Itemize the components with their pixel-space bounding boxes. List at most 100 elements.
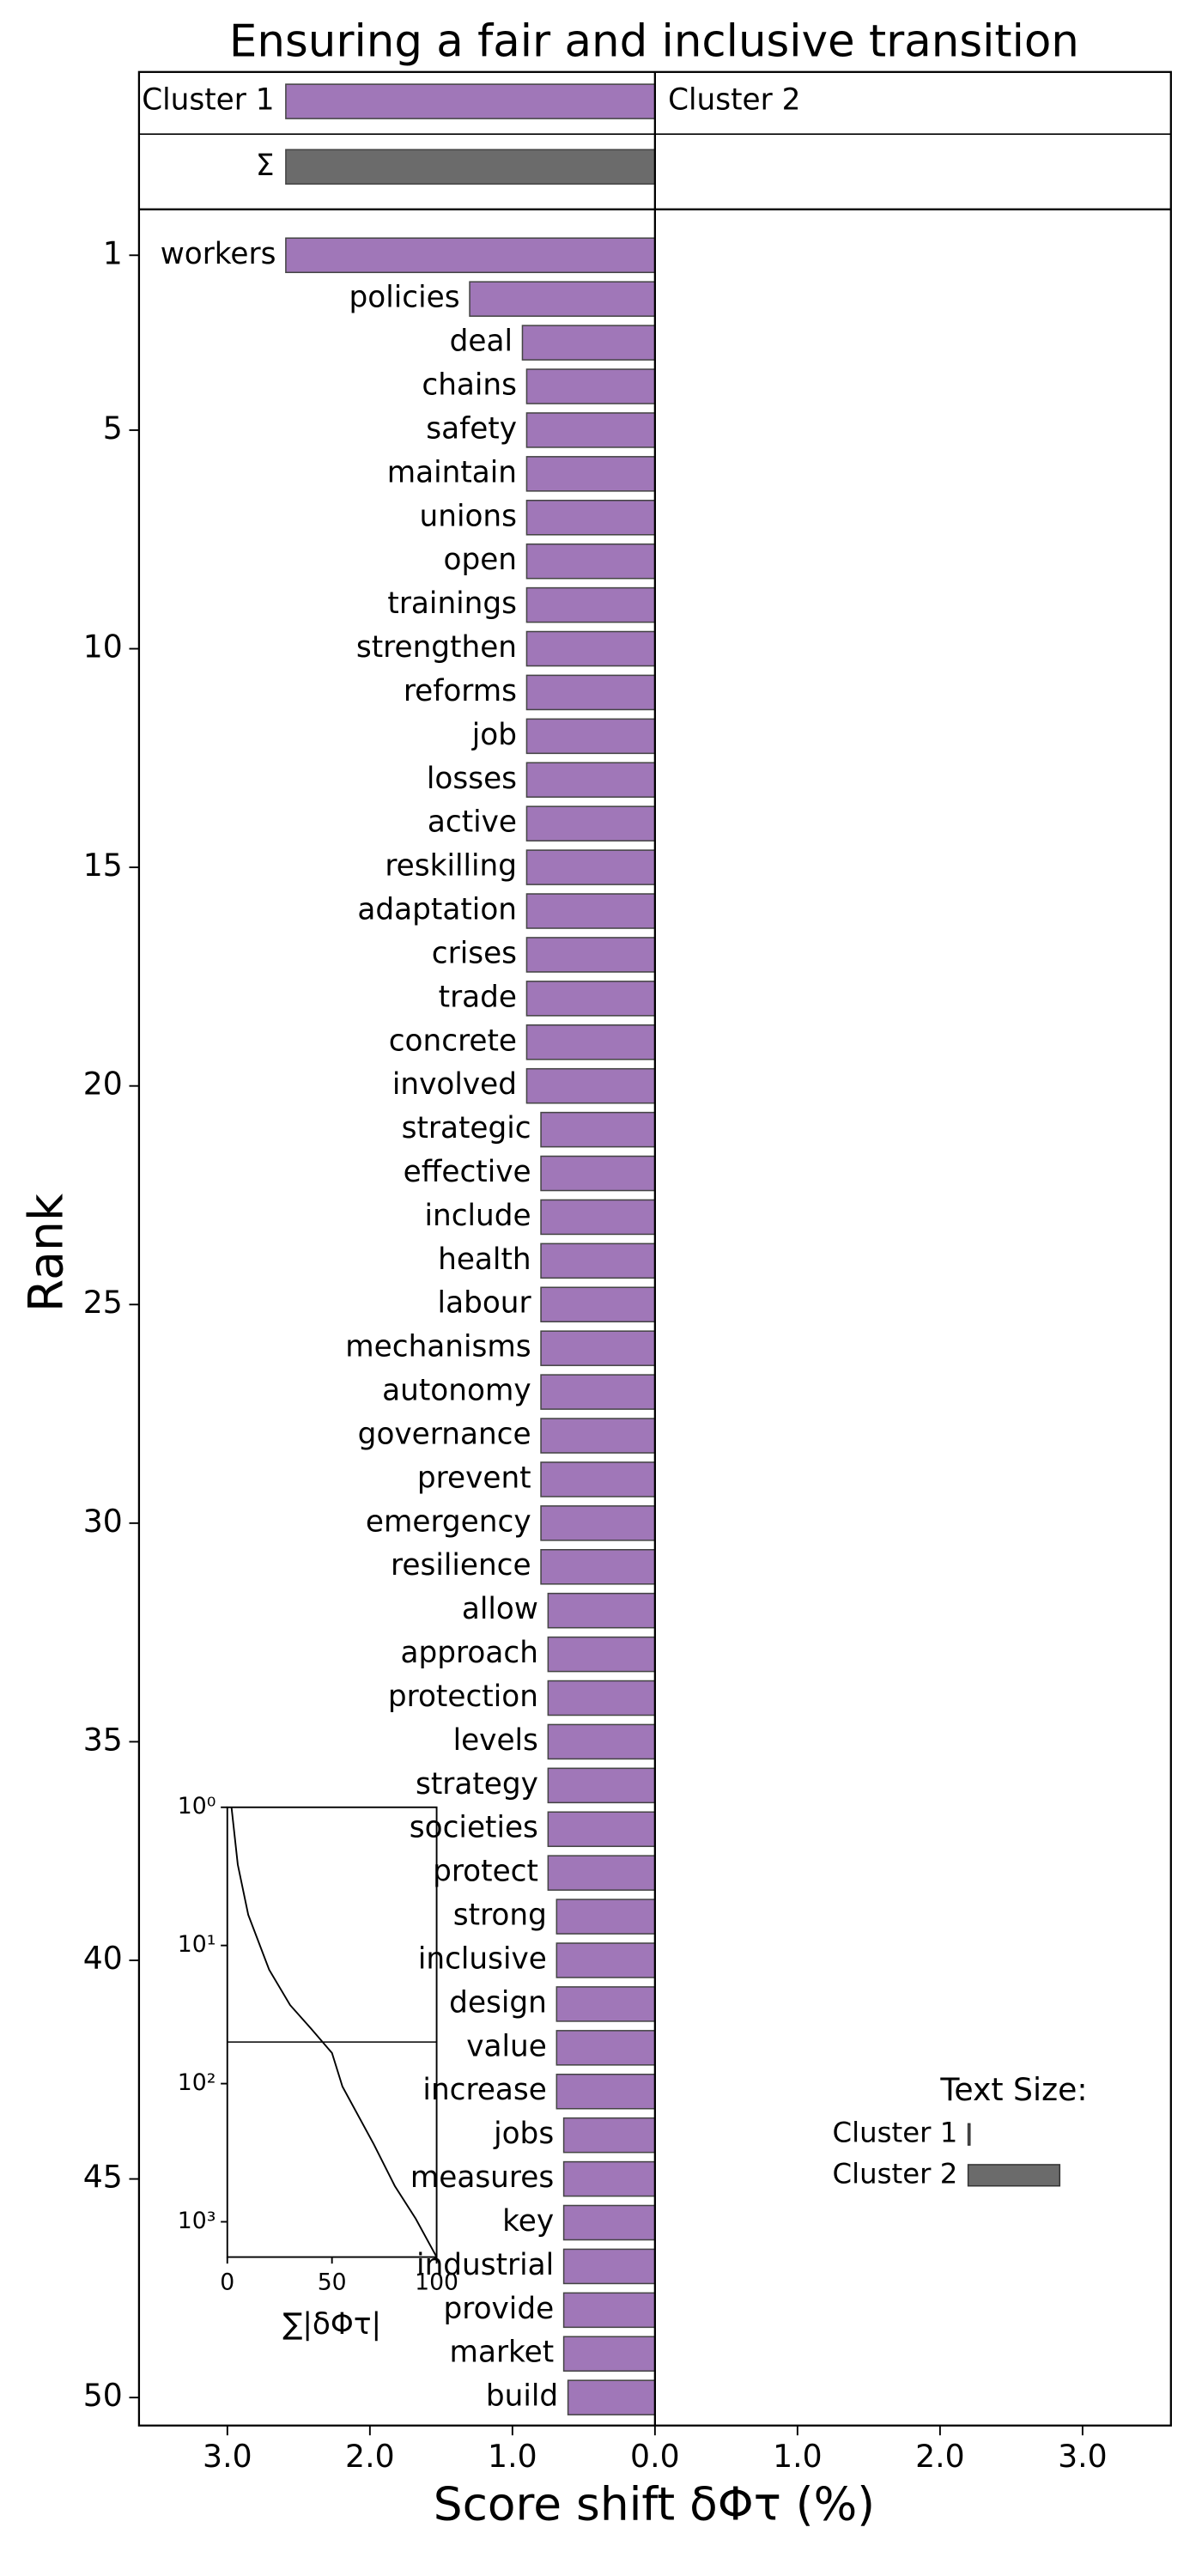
- legend-bar: [967, 2123, 971, 2146]
- bar: [525, 368, 656, 404]
- bar: [547, 1811, 656, 1848]
- header-label: Cluster 1: [142, 83, 274, 118]
- word-label: strong: [453, 1899, 547, 1933]
- inset-y-tick-label: 10¹: [178, 1931, 216, 1958]
- bar: [562, 2336, 656, 2372]
- word-label: open: [444, 543, 518, 577]
- word-label: strategic: [402, 1111, 531, 1145]
- y-axis-label: Rank: [19, 1194, 74, 1312]
- inset-y-tick-label: 10⁰: [178, 1793, 216, 1820]
- x-tick-label: 2.0: [915, 2438, 965, 2475]
- bar: [525, 630, 656, 667]
- word-label: maintain: [387, 455, 517, 489]
- word-label: strategy: [416, 1767, 538, 1801]
- word-label: adaptation: [357, 893, 517, 927]
- inset-frame: [226, 1806, 438, 2258]
- y-tick-label: 10: [83, 629, 123, 665]
- word-label: health: [438, 1242, 531, 1277]
- bar: [525, 762, 656, 799]
- word-label: emergency: [366, 1504, 531, 1539]
- bar: [540, 1505, 656, 1541]
- bar: [562, 2204, 656, 2241]
- word-label: mechanisms: [345, 1330, 531, 1364]
- y-tick-label: 25: [83, 1284, 123, 1321]
- bar: [547, 1723, 656, 1760]
- bar: [562, 2117, 656, 2154]
- bar: [547, 1592, 656, 1629]
- bar: [540, 1374, 656, 1410]
- word-label: prevent: [417, 1461, 531, 1495]
- bar: [525, 456, 656, 492]
- bar: [525, 1067, 656, 1104]
- bar: [555, 2073, 656, 2110]
- word-label: market: [450, 2336, 555, 2370]
- word-label: resilience: [391, 1548, 531, 1583]
- bar: [285, 149, 656, 185]
- bar: [525, 500, 656, 536]
- y-tick-label: 30: [83, 1503, 123, 1540]
- bar: [540, 1461, 656, 1498]
- word-label: active: [428, 805, 517, 840]
- bar: [525, 981, 656, 1017]
- bar: [525, 674, 656, 711]
- bar: [525, 805, 656, 841]
- word-label: increase: [422, 2073, 546, 2107]
- bar: [525, 849, 656, 885]
- word-label: unions: [420, 499, 518, 533]
- y-tick-label: 45: [83, 2159, 123, 2196]
- bar: [540, 1242, 656, 1279]
- bar: [540, 1330, 656, 1366]
- bar: [521, 325, 656, 361]
- bar: [540, 1199, 656, 1236]
- bar: [555, 1942, 656, 1978]
- inset-x-label: ∑|δΦτ|: [282, 2307, 381, 2342]
- word-label: build: [486, 2379, 558, 2414]
- word-label: policies: [349, 281, 460, 315]
- bar: [525, 718, 656, 755]
- word-label: allow: [462, 1592, 538, 1626]
- word-label: design: [449, 1985, 547, 2020]
- bar: [547, 1680, 656, 1716]
- bar: [555, 1899, 656, 1935]
- bar: [540, 1286, 656, 1323]
- word-label: workers: [161, 237, 276, 271]
- x-axis-label: Score shift δΦτ (%): [434, 2477, 875, 2531]
- bar: [525, 937, 656, 973]
- bar: [547, 1636, 656, 1673]
- bar: [525, 586, 656, 623]
- bar: [555, 1986, 656, 2022]
- word-label: strengthen: [356, 630, 517, 665]
- inset-x-tick-label: 0: [220, 2269, 234, 2296]
- bar: [525, 1024, 656, 1060]
- word-label: protection: [388, 1680, 538, 1714]
- word-label: trade: [439, 980, 517, 1014]
- bar: [567, 2379, 656, 2415]
- legend-bar: [967, 2164, 1061, 2187]
- bar: [562, 2248, 656, 2285]
- word-label: protect: [433, 1855, 538, 1889]
- legend-title: Text Size:: [939, 2071, 1087, 2108]
- y-tick-label: 35: [83, 1721, 123, 1758]
- legend-label: Cluster 1: [833, 2117, 958, 2149]
- bar: [540, 1549, 656, 1585]
- sum-label: Σ: [256, 149, 275, 183]
- word-label: jobs: [493, 2117, 554, 2151]
- bar: [540, 1155, 656, 1192]
- inset-x-tick-label: 50: [318, 2269, 347, 2296]
- word-label: reforms: [404, 674, 517, 708]
- word-label: inclusive: [418, 1942, 547, 1977]
- word-label: safety: [426, 411, 517, 446]
- word-label: labour: [438, 1286, 532, 1321]
- chart-title: Ensuring a fair and inclusive transition: [229, 15, 1079, 67]
- word-label: provide: [443, 2292, 554, 2326]
- bar: [525, 412, 656, 448]
- x-tick-label: 1.0: [773, 2438, 823, 2475]
- x-tick-label: 2.0: [345, 2438, 395, 2475]
- bar: [525, 543, 656, 580]
- word-label: reskilling: [385, 849, 517, 884]
- x-tick-label: 0.0: [630, 2438, 680, 2475]
- word-label: trainings: [387, 586, 517, 621]
- inset-y-tick-label: 10²: [178, 2069, 216, 2096]
